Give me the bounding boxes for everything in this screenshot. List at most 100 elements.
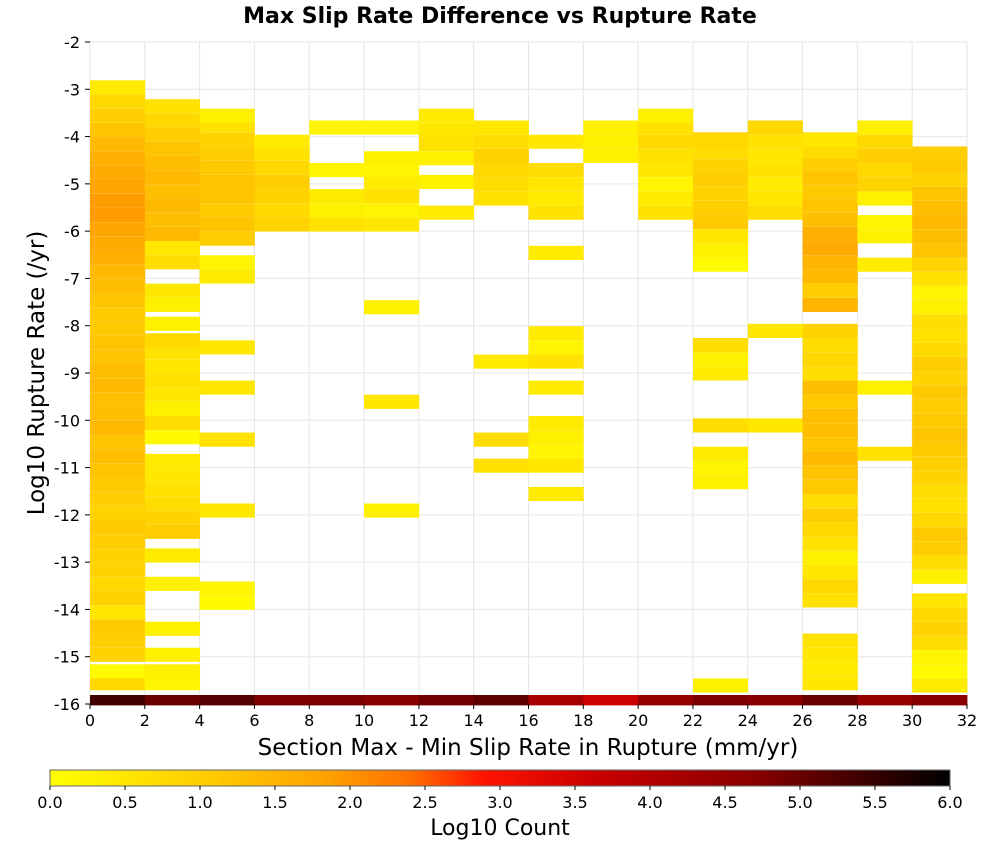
heatmap-cell (473, 177, 529, 192)
heatmap-cell (90, 676, 146, 691)
y-tick-label: -14 (54, 600, 80, 619)
y-tick-label: -6 (64, 222, 80, 241)
heatmap-cell (144, 241, 201, 256)
heatmap-cell (912, 541, 968, 556)
heatmap-cell (144, 510, 201, 525)
heatmap-cell (364, 120, 420, 135)
heatmap-cell (912, 635, 968, 651)
heatmap-cell (912, 385, 968, 400)
heatmap-cell (418, 108, 475, 123)
heatmap-cell (802, 695, 858, 706)
heatmap-cell (912, 664, 968, 679)
heatmap-cell (364, 503, 420, 518)
heatmap-cell (144, 468, 201, 483)
heatmap-cell (802, 226, 858, 241)
heatmap-cell (199, 595, 255, 610)
heatmap-cell (802, 479, 858, 494)
heatmap-cell (802, 564, 858, 580)
heatmap-cell (912, 621, 968, 636)
heatmap-cell (144, 345, 201, 360)
heatmap-cell (528, 430, 584, 445)
y-tick-label: -3 (64, 80, 80, 99)
heatmap-cell (857, 215, 913, 230)
x-tick-label: 24 (738, 711, 758, 730)
heatmap-cell (692, 132, 749, 147)
heatmap-cell (90, 321, 146, 336)
x-tick-label: 2 (140, 711, 150, 730)
heatmap-cell (199, 581, 255, 596)
heatmap-cell (802, 132, 858, 147)
heatmap-cell (747, 177, 803, 192)
heatmap-cell (90, 378, 146, 393)
heatmap-cell (528, 245, 584, 260)
heatmap-cell (254, 160, 310, 175)
heatmap-cell (90, 307, 146, 322)
colorbar-tick-label: 4.0 (637, 793, 662, 812)
heatmap-cell (912, 328, 968, 343)
heatmap-cell (90, 335, 146, 350)
heatmap-cell (90, 520, 146, 535)
heatmap-cell (199, 203, 255, 218)
heatmap-cell (692, 257, 749, 272)
heatmap-cell (802, 647, 858, 662)
heatmap-cell (144, 170, 201, 185)
heatmap-cell (90, 207, 146, 223)
heatmap-cell (90, 293, 146, 308)
heatmap-cell (912, 442, 968, 457)
heatmap-cell (747, 323, 803, 338)
heatmap-cell (144, 226, 201, 241)
heatmap-cell (90, 605, 146, 620)
heatmap-cell (912, 285, 968, 301)
colorbar-tick-label: 1.0 (187, 793, 212, 812)
x-tick-label: 30 (902, 711, 922, 730)
heatmap-cell (364, 300, 420, 315)
heatmap-cell (364, 217, 420, 232)
heatmap-cell (747, 148, 803, 163)
heatmap-cell (802, 212, 858, 227)
x-tick-label: 18 (573, 711, 593, 730)
x-axis-ticks: 0 2 4 6 8 10 12 14 16 18 20 22 24 26 28 30 32 (85, 704, 977, 730)
heatmap-cell (692, 158, 749, 173)
heatmap-cell (90, 179, 146, 194)
heatmap-cell (473, 432, 529, 447)
heatmap-cell (473, 163, 529, 178)
heatmap-cell (802, 269, 858, 284)
heatmap-cell (90, 576, 146, 591)
heatmap-cell (528, 326, 584, 341)
heatmap-cell (418, 695, 475, 706)
heatmap-cell (199, 695, 255, 706)
heatmap-cell (90, 449, 146, 464)
heatmap-cell (692, 460, 749, 476)
heatmap-cell (802, 633, 858, 648)
heatmap-cell (912, 456, 968, 471)
heatmap-cell (90, 108, 146, 123)
heatmap-cell (802, 508, 858, 523)
heatmap-cell (90, 695, 146, 706)
colorbar-tick-label: 6.0 (937, 793, 962, 812)
heatmap-cell (90, 491, 146, 506)
heatmap-cell (638, 205, 694, 220)
heatmap-cell (802, 380, 858, 395)
colorbar-tick-label: 0.0 (37, 793, 62, 812)
heatmap-cell (254, 217, 310, 232)
colorbar-tick-label: 2.0 (337, 793, 362, 812)
colorbar-tick-label: 4.5 (712, 793, 737, 812)
heatmap-cell (912, 484, 968, 499)
heatmap-cell (912, 650, 968, 665)
x-tick-label: 0 (85, 711, 95, 730)
heatmap-cell (144, 255, 201, 270)
heatmap-cell (692, 475, 749, 490)
heatmap-cell (528, 695, 584, 706)
y-tick-label: -2 (64, 33, 80, 52)
heatmap-cell (254, 189, 310, 204)
heatmap-cell (144, 316, 201, 331)
x-tick-label: 12 (409, 711, 429, 730)
heatmap-cell (144, 496, 201, 511)
heatmap-cell (144, 127, 201, 142)
heatmap-cell (309, 120, 365, 135)
y-tick-label: -4 (64, 128, 80, 147)
heatmap-cell (254, 695, 310, 706)
heatmap-cell (802, 184, 858, 199)
heatmap-cell (144, 359, 201, 374)
